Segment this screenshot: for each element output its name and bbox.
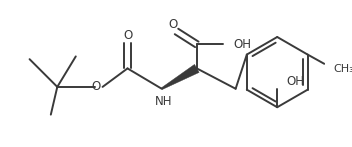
Polygon shape xyxy=(161,64,199,90)
Text: OH: OH xyxy=(287,75,304,88)
Text: O: O xyxy=(92,80,101,93)
Text: O: O xyxy=(123,29,132,42)
Text: OH: OH xyxy=(234,38,252,51)
Text: NH: NH xyxy=(155,95,172,108)
Text: O: O xyxy=(168,17,177,31)
Text: CH₃: CH₃ xyxy=(333,64,352,74)
